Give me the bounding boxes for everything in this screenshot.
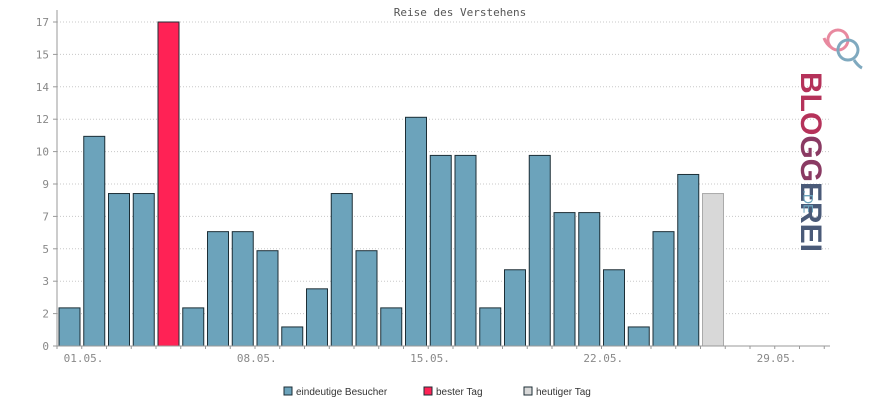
visitor-bar [355,250,378,347]
visitor-bar [504,269,526,347]
visitor-bar [108,193,130,347]
logo-mark-icon [822,28,863,70]
visitor-bar [578,212,601,347]
y-tick-label: 5 [42,243,49,256]
visitor-bar [380,307,403,347]
visitor-bar [603,269,625,347]
x-tick-label: 29.05. [757,352,797,365]
legend: eindeutige Besucher bester Tag heutiger Ta… [283,386,591,398]
visitor-bar [553,212,576,347]
visitor-bar [405,116,427,347]
visitor-bar [330,193,353,347]
y-tick-label: 15 [36,48,49,61]
y-tick-label: 17 [36,16,49,29]
legend-label: eindeutige Besucher [296,387,388,398]
visitor-bar [652,231,675,347]
best-day-bar [157,21,180,347]
visitor-bar [429,154,452,347]
visitor-bar [256,250,279,347]
svg-text:BLOGGEREI: BLOGGEREI [794,72,827,252]
y-tick-label: 3 [42,275,49,288]
legend-swatch [523,386,533,396]
axes [56,10,830,347]
legend-swatch [283,386,293,396]
visitor-bar [677,173,700,347]
legend-label: bester Tag [436,387,483,398]
y-tick-label: 10 [36,146,49,159]
visitor-bar [479,307,502,347]
visitor-bar [58,307,81,347]
legend-label: heutiger Tag [536,387,591,398]
visitor-bar [281,326,304,347]
visitor-bar [528,154,551,347]
visitor-bar [627,326,650,347]
bars [58,21,724,347]
y-tick-label: 7 [42,210,49,223]
logo-wordmark: BLOGGEREI .DE [794,72,827,252]
visitor-bar [182,307,205,347]
today-bar [702,193,724,347]
y-axis: 0 2 3 5 7 9 10 12 14 15 17 [36,16,57,353]
chart-title: Reise des Verstehens [394,6,526,19]
visitor-bar [454,154,477,347]
y-tick-label: 0 [42,340,49,353]
x-tick-label: 01.05. [64,352,104,365]
y-tick-label: 12 [36,113,49,126]
x-tick-label: 15.05. [410,352,450,365]
visitor-bar [207,231,229,347]
bloggerei-logo: BLOGGEREI .DE [794,28,863,252]
x-axis: 01.05. 08.05. 15.05. 22.05. 29.05. [56,346,825,365]
x-tick-label: 22.05. [583,352,623,365]
visitor-bar [132,193,155,347]
visitor-bar [306,288,328,347]
x-tick-label: 08.05. [237,352,277,365]
visitor-bar [231,231,254,347]
svg-text:.DE: .DE [801,190,817,213]
visitor-bar [83,135,106,347]
y-tick-label: 14 [36,81,50,94]
y-tick-label: 9 [42,178,49,191]
legend-swatch [423,386,433,396]
y-tick-label: 2 [42,308,49,321]
